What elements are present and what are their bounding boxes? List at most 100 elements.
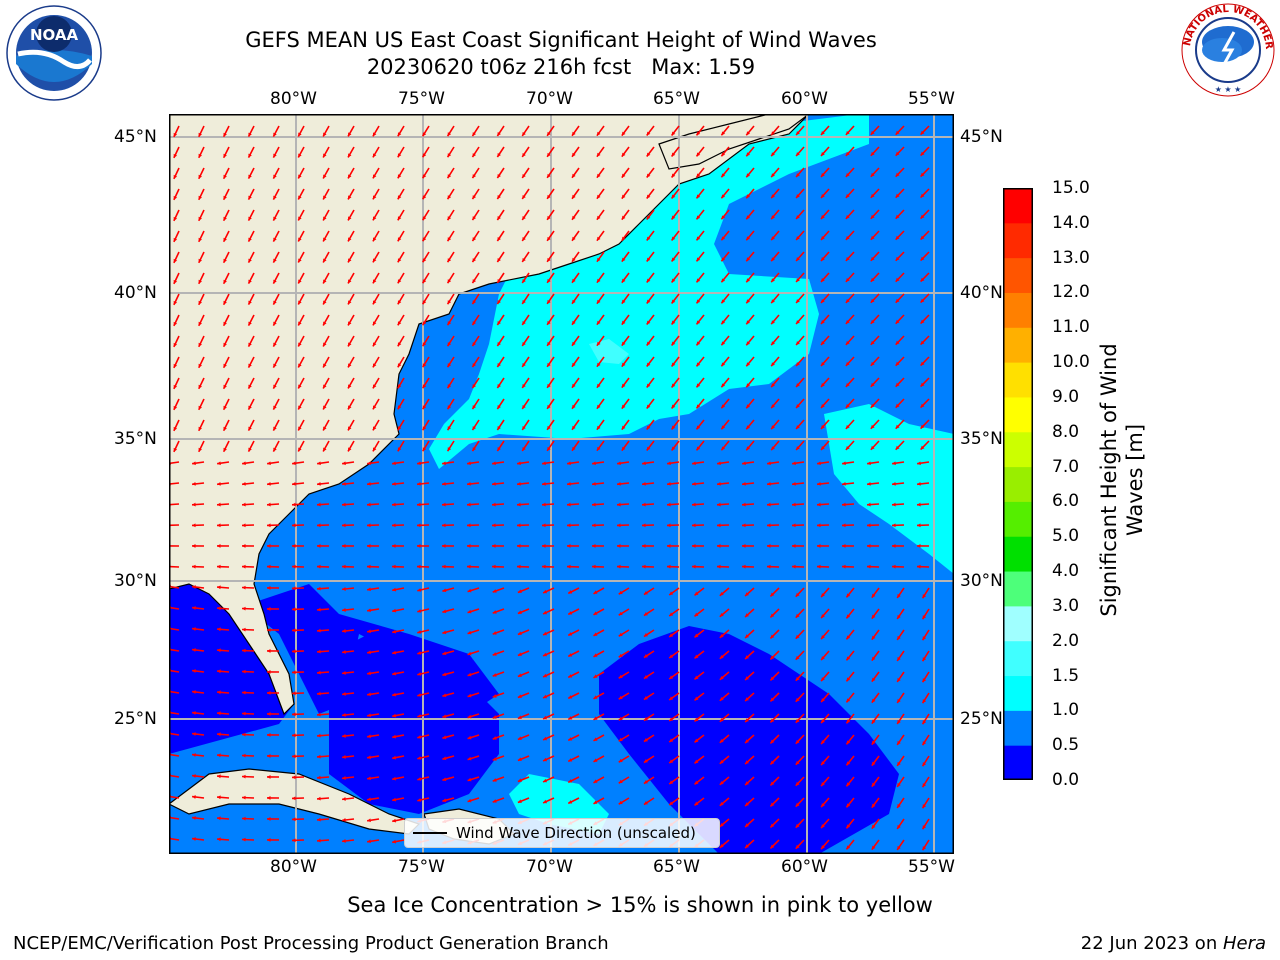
wind-wave-arrowhead (198, 384, 203, 389)
wind-wave-arrowhead (517, 673, 522, 677)
wind-wave-arrowhead (646, 362, 651, 367)
wind-wave-arrowhead (517, 544, 521, 548)
wind-wave-arrowhead (692, 461, 696, 466)
wind-wave-arrowhead (721, 341, 726, 346)
wind-wave-arrowhead (870, 277, 875, 282)
wind-wave-arrowhead (669, 780, 674, 784)
wind-wave-arrowhead (217, 564, 221, 569)
colorbar-label: Significant Height of Wind Waves [m] (1097, 343, 1147, 616)
wind-wave-arrowhead (267, 523, 271, 528)
wind-wave-arrowhead (497, 258, 501, 263)
lon-label-top: 70°W (526, 89, 573, 109)
wind-wave-arrowhead (870, 172, 875, 177)
colorbar-tick-label: 10.0 (1052, 352, 1090, 373)
wind-wave-arrowhead (596, 257, 601, 262)
wind-wave-arrowhead (173, 237, 178, 242)
wind-wave-arrowhead (547, 152, 551, 157)
wind-wave-arrowhead (870, 151, 875, 156)
lon-label-bottom: 55°W (908, 857, 955, 877)
wind-wave-arrowhead (845, 235, 850, 240)
wind-wave-arrowhead (447, 153, 452, 158)
wind-wave-arrowhead (348, 384, 352, 389)
wind-wave-arrowhead (795, 718, 800, 723)
wind-wave-arrowhead (920, 172, 925, 177)
wind-wave-arrowhead (223, 216, 227, 221)
wind-wave-arrowhead (392, 839, 397, 844)
wind-wave-arrowhead (367, 818, 371, 823)
wind-wave-arrowhead (517, 631, 522, 635)
wind-wave-arrowhead (392, 544, 396, 548)
wind-wave-arrowhead (870, 319, 875, 324)
wind-wave-arrowhead (447, 384, 452, 389)
wind-wave-arrowhead (671, 299, 676, 304)
legend-line-icon (413, 832, 447, 834)
wind-wave-arrowhead (497, 447, 501, 452)
wind-wave-arrowhead (846, 824, 851, 829)
wind-wave-arrowhead (920, 298, 925, 303)
wind-wave-arrowhead (467, 544, 471, 548)
colorbar-tick-label: 6.0 (1052, 491, 1080, 512)
wind-wave-arrowhead (192, 523, 196, 528)
wind-wave-arrowhead (820, 383, 825, 387)
wind-wave-arrowhead (643, 675, 648, 679)
wind-wave-arrowhead (547, 320, 551, 325)
wind-wave-arrowhead (721, 257, 726, 262)
wind-wave-arrowhead (572, 131, 576, 136)
wind-wave-arrowhead (696, 299, 701, 304)
wind-wave-arrowhead (542, 461, 546, 466)
wind-wave-arrowhead (417, 461, 421, 466)
wind-wave-arrowhead (217, 606, 221, 611)
wind-wave-arrowhead (242, 544, 246, 548)
wind-wave-arrowhead (397, 300, 402, 305)
wind-wave-arrowhead (871, 614, 876, 619)
wind-wave-arrowhead (342, 671, 346, 675)
wind-wave-arrowhead (617, 564, 621, 569)
colorbar-swatch (1003, 605, 1033, 642)
wind-wave-arrowhead (621, 320, 626, 325)
wind-wave-arrowhead (771, 131, 775, 136)
wind-wave-arrowhead (467, 523, 471, 528)
wind-wave-arrowhead (696, 152, 701, 157)
wind-wave-arrowhead (348, 279, 352, 284)
wind-wave-arrowhead (572, 383, 576, 388)
colorbar-tick-label: 14.0 (1052, 212, 1090, 233)
wind-wave-arrowhead (842, 502, 846, 507)
wind-wave-arrowhead (467, 672, 472, 677)
wind-wave-arrowhead (745, 739, 749, 744)
wind-wave-arrowhead (618, 737, 623, 742)
wind-wave-arrowhead (719, 759, 724, 764)
wind-wave-arrowhead (646, 173, 651, 178)
wind-wave-arrowhead (821, 635, 825, 640)
wind-wave-arrowhead (922, 636, 927, 641)
wind-wave-arrowhead (922, 720, 927, 725)
wind-wave-arrowhead (746, 131, 751, 136)
wind-wave-arrowhead (846, 761, 851, 766)
wind-wave-arrowhead (367, 481, 371, 486)
wind-wave-arrowhead (542, 523, 546, 528)
wind-wave-arrowhead (867, 523, 871, 528)
wind-wave-arrowhead (292, 733, 296, 738)
wind-wave-arrowhead (397, 279, 402, 284)
wind-wave-arrowhead (173, 342, 178, 347)
wind-wave-arrowhead (542, 502, 546, 507)
wind-wave-arrowhead (792, 502, 796, 507)
wind-wave-arrowhead (596, 404, 601, 409)
wind-wave-arrowhead (796, 320, 800, 325)
wind-wave-arrowhead (348, 300, 352, 305)
wind-wave-arrowhead (292, 817, 296, 822)
wind-wave-arrowhead (248, 216, 252, 221)
colorbar-tick-label: 15.0 (1052, 178, 1090, 198)
map-legend: Wind Wave Direction (unscaled) (404, 818, 720, 848)
wind-wave-arrowhead (273, 300, 277, 305)
wind-wave-arrowhead (198, 426, 203, 431)
wind-wave-arrowhead (273, 363, 277, 368)
wind-wave-arrowhead (621, 278, 626, 283)
wind-wave-arrowhead (870, 340, 875, 345)
wind-wave-arrowhead (617, 544, 621, 548)
wind-wave-arrowhead (372, 216, 377, 221)
wind-wave-arrowhead (517, 461, 521, 466)
wind-wave-arrowhead (517, 799, 522, 803)
wind-wave-arrowhead (467, 651, 472, 656)
wind-wave-arrowhead (442, 461, 446, 466)
wind-wave-arrowhead (643, 696, 648, 700)
